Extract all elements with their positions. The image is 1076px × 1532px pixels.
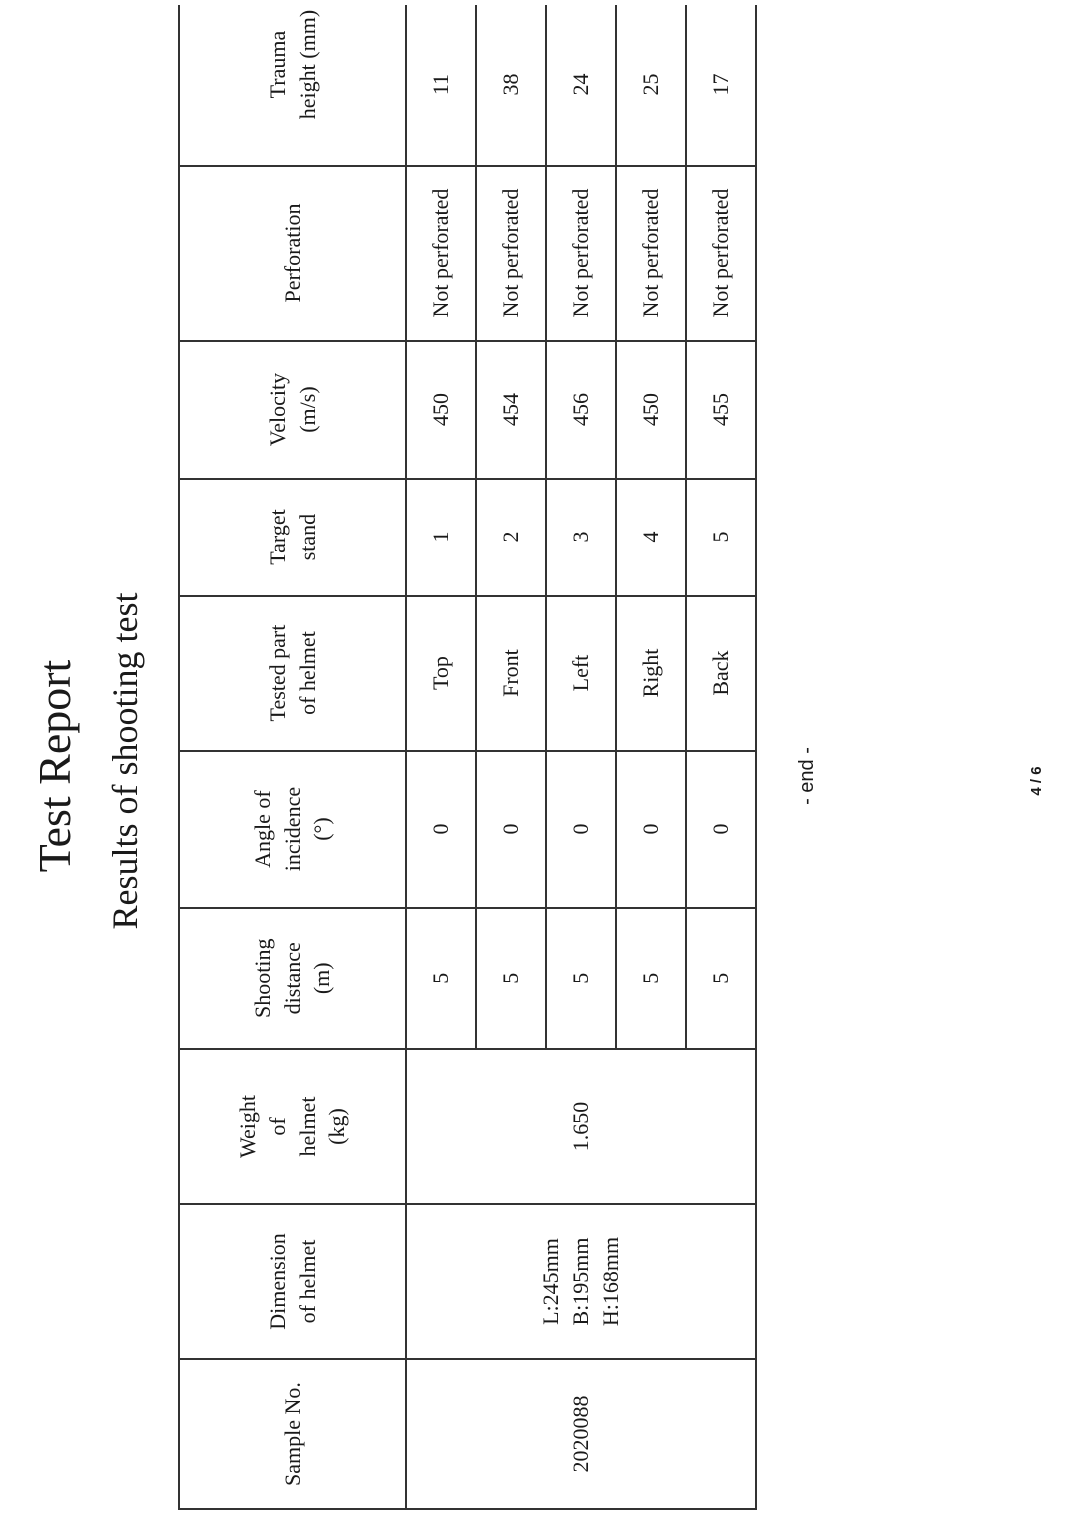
- perforation-cell: Not perforated: [546, 165, 616, 341]
- header-angle: Angle of incidence (°): [179, 750, 406, 908]
- header-trauma-label: Trauma height (mm): [264, 9, 320, 120]
- header-weight: Weight of helmet (kg): [179, 1049, 406, 1204]
- trauma-cell: 11: [406, 4, 476, 166]
- distance-cell: 5: [686, 907, 756, 1049]
- target-stand-cell: 3: [546, 478, 616, 596]
- page-subtitle: Results of shooting test: [105, 592, 145, 930]
- header-velocity: Velocity (m/s): [179, 340, 406, 479]
- trauma-cell: 25: [616, 4, 686, 166]
- distance-cell: 5: [616, 907, 686, 1049]
- tested-part-cell: Right: [616, 595, 686, 751]
- velocity-cell: 454: [476, 340, 546, 479]
- trauma-cell: 38: [476, 4, 546, 166]
- angle-cell: 0: [686, 750, 756, 908]
- header-tested-part: Tested part of helmet: [179, 595, 406, 751]
- distance-cell: 5: [406, 907, 476, 1049]
- velocity-cell: 450: [406, 340, 476, 479]
- distance-cell: 5: [546, 907, 616, 1049]
- perforation-cell: Not perforated: [686, 165, 756, 341]
- target-stand-cell: 1: [406, 478, 476, 596]
- angle-cell: 0: [406, 750, 476, 908]
- shooting-results-table: Sample No. Dimension of helmet Weight of…: [178, 4, 757, 1510]
- distance-cell: 5: [476, 907, 546, 1049]
- page-number: 4 / 6: [1028, 766, 1045, 796]
- trauma-cell: 24: [546, 4, 616, 166]
- table-row: 2020088 L:245mm B:195mm H:168mm 1.650 5 …: [406, 4, 756, 1509]
- tested-part-cell: Front: [476, 595, 546, 751]
- trauma-cell: 17: [686, 4, 756, 166]
- page-title: Test Report: [29, 659, 80, 873]
- dimension-height: H:168mm: [597, 1236, 623, 1327]
- velocity-cell: 450: [616, 340, 686, 479]
- end-marker: - end -: [796, 747, 818, 805]
- header-row: Sample No. Dimension of helmet Weight of…: [179, 4, 406, 1509]
- header-distance: Shooting distance (m): [179, 907, 406, 1049]
- target-stand-cell: 2: [476, 478, 546, 596]
- header-perforation: Perforation: [179, 165, 406, 341]
- tested-part-cell: Top: [406, 595, 476, 751]
- tested-part-cell: Left: [546, 595, 616, 751]
- velocity-cell: 456: [546, 340, 616, 479]
- dimension-cell: L:245mm B:195mm H:168mm: [406, 1204, 756, 1359]
- angle-cell: 0: [616, 750, 686, 908]
- dimension-length: L:245mm: [538, 1238, 564, 1325]
- target-stand-cell: 4: [616, 478, 686, 596]
- velocity-cell: 455: [686, 340, 756, 479]
- header-sample-no: Sample No.: [179, 1359, 406, 1509]
- perforation-cell: Not perforated: [406, 165, 476, 341]
- tested-part-cell: Back: [686, 595, 756, 751]
- dimension-breadth: B:195mm: [568, 1237, 594, 1326]
- header-trauma-height: Trauma height (mm): [179, 4, 406, 166]
- perforation-cell: Not perforated: [476, 165, 546, 341]
- sample-no-cell: 2020088: [406, 1359, 756, 1509]
- header-target-stand: Target stand: [179, 478, 406, 596]
- weight-cell: 1.650: [406, 1049, 756, 1204]
- angle-cell: 0: [546, 750, 616, 908]
- target-stand-cell: 5: [686, 478, 756, 596]
- perforation-cell: Not perforated: [616, 165, 686, 341]
- angle-cell: 0: [476, 750, 546, 908]
- header-dimension: Dimension of helmet: [179, 1204, 406, 1359]
